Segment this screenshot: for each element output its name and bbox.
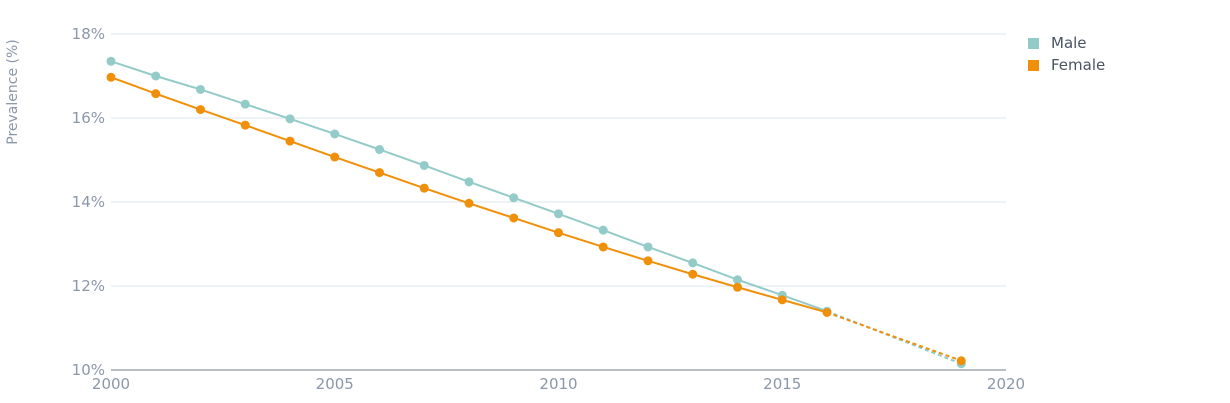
series-layer (106, 56, 966, 369)
legend-swatch-female (1028, 59, 1039, 71)
data-point-female (643, 256, 653, 266)
data-point-male (554, 209, 563, 219)
data-point-male (643, 242, 653, 252)
data-point-male (598, 225, 608, 235)
data-point-male (196, 84, 205, 94)
legend-item-male[interactable]: Male (1028, 32, 1105, 54)
y-tick-label: 10% (72, 361, 105, 379)
data-point-female (285, 136, 295, 146)
grid-layer (111, 33, 1006, 371)
x-tick-label: 2015 (763, 375, 801, 393)
data-point-female (598, 242, 608, 252)
data-point-female (419, 183, 429, 193)
series-projection-female (826, 311, 962, 362)
data-point-female (106, 72, 116, 82)
data-point-male (330, 129, 340, 139)
x-tick-label: 2000 (92, 375, 130, 393)
y-tick-label: 14% (72, 193, 105, 211)
data-point-male (419, 160, 429, 170)
data-point-female (688, 269, 698, 279)
data-point-female (509, 213, 519, 223)
data-point-female (464, 198, 474, 208)
data-point-male (375, 145, 384, 154)
y-tick-label: 16% (72, 109, 105, 127)
data-point-female (151, 89, 161, 99)
data-point-female (196, 105, 205, 115)
legend-label-female: Female (1051, 56, 1106, 74)
data-point-female (777, 295, 787, 305)
legend-swatch-male (1028, 37, 1039, 49)
y-axis-label: Prevalence (%) (5, 39, 21, 145)
data-point-male (106, 56, 116, 66)
x-tick-label: 2010 (539, 375, 577, 393)
data-point-male (733, 275, 742, 285)
data-point-male (151, 71, 161, 81)
data-point-female (554, 228, 563, 238)
data-point-female (822, 307, 832, 317)
x-tick-label: 2020 (987, 375, 1025, 393)
y-tick-label: 12% (72, 277, 105, 295)
data-point-male (688, 258, 698, 268)
legend-item-female[interactable]: Female (1028, 54, 1105, 76)
x-tick-label: 2005 (316, 375, 354, 393)
data-point-male (240, 99, 250, 109)
projection-point-female (956, 356, 966, 366)
y-tick-label: 18% (72, 25, 105, 43)
data-point-female (330, 152, 340, 162)
data-point-female (375, 168, 384, 178)
data-point-male (285, 114, 295, 124)
data-point-male (509, 193, 519, 203)
axis-layer: 10% 12% 14% 16% 18% 2000 2005 2010 2015 2020 (72, 25, 1025, 393)
data-point-male (464, 177, 474, 187)
data-point-female (240, 120, 250, 130)
legend-label-male: Male (1051, 34, 1087, 52)
series-line-female (110, 76, 828, 314)
legend: Male Female (1028, 32, 1105, 76)
data-point-female (733, 282, 742, 292)
